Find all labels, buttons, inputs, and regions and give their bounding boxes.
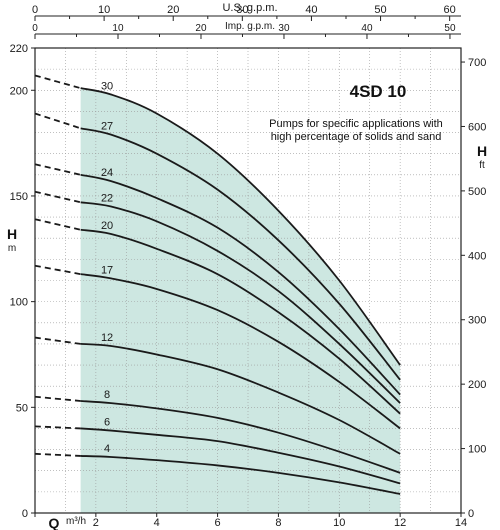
imp-gpm-axis-label: Imp. g.p.m.: [225, 21, 275, 32]
curve-label-30: 30: [101, 81, 113, 93]
curve-17-extrapolated: [34, 264, 81, 276]
curve-22-extrapolated: [34, 190, 81, 204]
curve-label-20: 20: [101, 220, 113, 232]
x-tick-label: 2: [93, 517, 99, 529]
curve-label-12: 12: [101, 332, 113, 344]
x-tick-label: 6: [215, 517, 221, 529]
curve-17: [80, 273, 401, 430]
left-axis-unit: m: [8, 243, 16, 254]
y-right-tick-label: 100: [468, 444, 486, 456]
curve-label-8: 8: [104, 389, 110, 401]
y-right-tick-label: 200: [468, 379, 486, 391]
x-tick-label: 14: [455, 517, 467, 529]
curve-label-4: 4: [104, 443, 110, 455]
imp-gpm-tick-label: 10: [112, 23, 124, 34]
curve-label-27: 27: [101, 121, 113, 133]
curve-20: [80, 228, 401, 415]
curve-8: [80, 400, 401, 474]
curve-label-24: 24: [101, 167, 113, 179]
imp-gpm-tick-label: 30: [278, 23, 290, 34]
curve-27: [80, 127, 401, 381]
us-gpm-tick-label: 20: [167, 4, 179, 16]
x-tick-label: 10: [333, 517, 345, 529]
us-gpm-tick-label: 0: [32, 4, 38, 16]
y-right-tick-label: 600: [468, 121, 486, 133]
curve-24-extrapolated: [34, 163, 81, 176]
curve-8-extrapolated: [34, 395, 81, 402]
x-tick-label: 12: [394, 517, 406, 529]
us-gpm-tick-label: 50: [374, 4, 386, 16]
imp-gpm-tick-label: 20: [195, 23, 207, 34]
us-gpm-tick-label: 60: [444, 4, 456, 16]
y-left-tick-label: 0: [22, 508, 28, 520]
operating-range-area: [80, 88, 401, 513]
chart-subtitle-line-1: Pumps for specific applications with: [269, 118, 443, 130]
curve-22: [80, 201, 401, 404]
y-right-tick-label: 0: [468, 508, 474, 520]
curve-12-extrapolated: [34, 336, 81, 345]
curve-4-extrapolated: [34, 452, 81, 457]
right-axis-symbol: H: [477, 143, 487, 159]
imp-gpm-tick-label: 0: [32, 23, 38, 34]
x-axis-symbol: Q: [49, 515, 60, 530]
curve-24: [80, 173, 401, 396]
chart-subtitle-line-2: high percentage of solids and sand: [271, 131, 442, 143]
curve-27-extrapolated: [34, 112, 81, 130]
imp-gpm-tick-label: 50: [444, 23, 456, 34]
curves: 30 27 24 22 20 17 12 8 6 4: [34, 74, 401, 495]
y-left-tick-label: 50: [16, 402, 28, 414]
y-left-tick-label: 100: [10, 297, 28, 309]
y-left-tick-label: 150: [10, 191, 28, 203]
x-tick-label: 8: [275, 517, 281, 529]
y-left-tick-label: 220: [10, 43, 28, 55]
imp-gpm-tick-label: 40: [361, 23, 373, 34]
curve-label-6: 6: [104, 417, 110, 429]
axes: 2 4 6 8 10 12 14050100150200220010020030040050…: [10, 4, 487, 529]
curve-4: [80, 455, 401, 495]
curve-20-extrapolated: [34, 218, 81, 231]
us-gpm-tick-label: 10: [98, 4, 110, 16]
y-right-tick-label: 400: [468, 250, 486, 262]
us-gpm-tick-label: 40: [305, 4, 317, 16]
us-gpm-axis-label: U.S. g.p.m.: [222, 2, 277, 14]
left-axis-symbol: H: [7, 226, 17, 242]
grid: [35, 48, 461, 513]
x-tick-label: 4: [154, 517, 160, 529]
curve-label-22: 22: [101, 193, 113, 205]
curve-6-extrapolated: [34, 425, 81, 430]
curve-label-17: 17: [101, 264, 113, 276]
chart-title: 4SD 10: [350, 82, 407, 101]
plot-frame: [34, 47, 462, 514]
curve-12: [80, 343, 401, 455]
curve-30: [80, 87, 401, 366]
curve-30-extrapolated: [34, 74, 81, 90]
right-axis-unit: ft: [479, 160, 485, 171]
us-gpm-tick-label: 30: [236, 4, 248, 16]
operating-range-shade: [80, 88, 401, 513]
y-right-tick-label: 700: [468, 57, 486, 69]
x-axis-unit: m³/h: [66, 516, 86, 527]
y-left-tick-label: 200: [10, 85, 28, 97]
y-right-tick-label: 500: [468, 186, 486, 198]
curve-6: [80, 427, 401, 485]
y-right-tick-label: 300: [468, 315, 486, 327]
